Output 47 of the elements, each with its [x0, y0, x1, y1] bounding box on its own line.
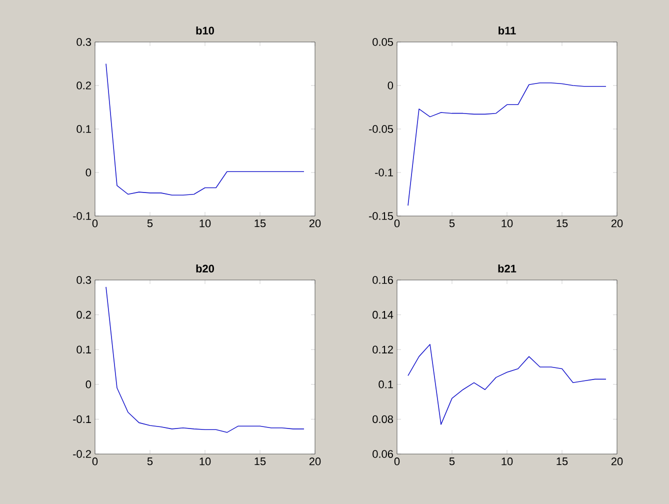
x-tick-label: 5 — [147, 220, 153, 228]
x-tick-label: 5 — [147, 458, 153, 466]
y-tick-label: -0.2 — [73, 450, 91, 458]
x-tick-label: 10 — [200, 458, 211, 466]
y-tick-label: 0.14 — [372, 310, 394, 319]
y-tick-label: 0.1 — [378, 380, 393, 388]
x-tick-label: 5 — [449, 458, 455, 466]
x-tick-label: 10 — [502, 220, 513, 228]
x-tick-label: 15 — [254, 458, 266, 466]
x-tick-label: 0 — [92, 220, 98, 228]
y-tick-label: 0.2 — [76, 310, 91, 319]
y-tick-label: -0.1 — [73, 415, 91, 424]
x-tick-label: 15 — [254, 220, 266, 228]
x-tick-label: 20 — [309, 458, 321, 466]
y-tick-label: 0.1 — [76, 125, 91, 133]
x-tick-label: 10 — [502, 458, 513, 466]
y-tick-label: -0.15 — [368, 212, 394, 220]
y-tick-label: -0.1 — [375, 168, 393, 176]
y-tick-label: 0 — [388, 82, 394, 90]
y-tick-label: 0 — [86, 380, 92, 388]
y-tick-label: 0.12 — [372, 346, 393, 354]
chart-title: b20 — [196, 264, 214, 273]
x-tick-label: 15 — [556, 220, 568, 228]
y-tick-label: 0 — [86, 168, 92, 176]
x-tick-label: 0 — [394, 220, 400, 228]
line-series — [408, 344, 606, 425]
x-tick-label: 0 — [92, 458, 98, 466]
y-tick-label: 0.06 — [372, 450, 393, 458]
chart-title: b11 — [498, 26, 516, 34]
x-tick-label: 15 — [556, 458, 568, 466]
chart-title: b10 — [196, 26, 214, 34]
x-tick-label: 20 — [611, 458, 623, 466]
x-tick-label: 5 — [449, 220, 455, 228]
chart-title: b21 — [498, 264, 516, 273]
x-tick-label: 10 — [200, 220, 211, 228]
x-tick-label: 20 — [611, 220, 623, 228]
y-tick-label: 0.3 — [76, 38, 91, 46]
y-tick-label: -0.1 — [73, 212, 91, 220]
y-tick-label: 0.05 — [372, 38, 394, 46]
y-tick-label: 0.1 — [76, 346, 91, 354]
y-tick-label: 0.3 — [76, 276, 91, 284]
y-tick-label: 0.16 — [372, 276, 393, 284]
x-tick-label: 0 — [394, 458, 400, 466]
y-tick-label: -0.05 — [368, 125, 394, 133]
x-tick-label: 20 — [309, 220, 321, 228]
y-tick-label: 0.2 — [76, 82, 91, 90]
y-tick-label: 0.08 — [372, 415, 393, 424]
